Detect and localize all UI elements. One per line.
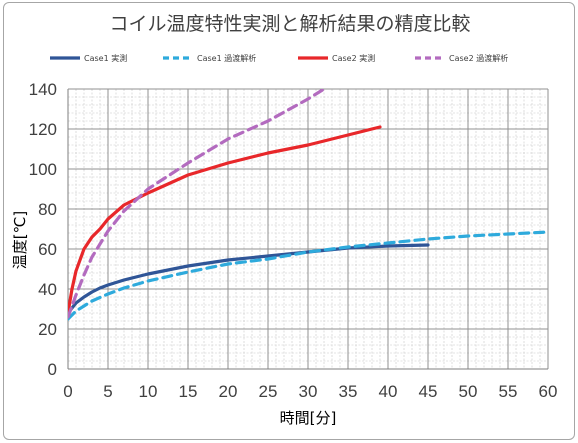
x-tick-label: 35 xyxy=(339,382,358,401)
legend-label-1: Case1 実測 xyxy=(84,53,127,63)
legend-label-3: Case2 実測 xyxy=(332,53,375,63)
y-tick-label: 60 xyxy=(38,240,57,259)
y-tick-label: 80 xyxy=(38,200,57,219)
x-tick-label: 20 xyxy=(219,382,238,401)
legend-label-2: Case1 過渡解析 xyxy=(197,53,256,63)
x-tick-label: 5 xyxy=(103,382,112,401)
legend-label-4: Case2 過渡解析 xyxy=(449,53,508,63)
x-tick-label: 40 xyxy=(379,382,398,401)
chart-title: コイル温度特性実測と解析結果の精度比較 xyxy=(109,13,470,35)
x-tick-label: 60 xyxy=(539,382,558,401)
x-tick-label: 0 xyxy=(63,382,72,401)
y-axis-ticks: 0 20 40 60 80 100 120 140 xyxy=(29,80,57,379)
series-line-4 xyxy=(68,89,326,319)
y-tick-label: 0 xyxy=(48,360,57,379)
x-tick-label: 10 xyxy=(139,382,158,401)
x-axis-label: 時間[分] xyxy=(280,409,337,427)
x-tick-label: 50 xyxy=(459,382,478,401)
plot-lines xyxy=(68,89,548,321)
x-tick-label: 25 xyxy=(259,382,278,401)
series-line-1 xyxy=(68,243,430,315)
y-tick-label: 20 xyxy=(38,320,57,339)
x-tick-label: 45 xyxy=(419,382,438,401)
x-tick-label: 15 xyxy=(179,382,198,401)
x-axis-ticks: 0 5 10 15 20 25 30 35 40 45 50 55 60 xyxy=(63,382,557,401)
chart-frame xyxy=(3,2,575,440)
y-tick-label: 100 xyxy=(29,160,57,179)
series-line-2 xyxy=(68,230,548,321)
x-tick-label: 55 xyxy=(499,382,518,401)
y-tick-label: 140 xyxy=(29,80,57,99)
y-tick-label: 120 xyxy=(29,120,57,139)
y-axis-label: 温度[℃] xyxy=(11,211,29,270)
y-tick-label: 40 xyxy=(38,280,57,299)
x-tick-label: 30 xyxy=(299,382,318,401)
legend: Case1 実測 Case1 過渡解析 Case2 実測 Case2 過渡解析 xyxy=(50,53,508,63)
series-line-3 xyxy=(68,125,382,315)
major-grid xyxy=(67,88,549,370)
